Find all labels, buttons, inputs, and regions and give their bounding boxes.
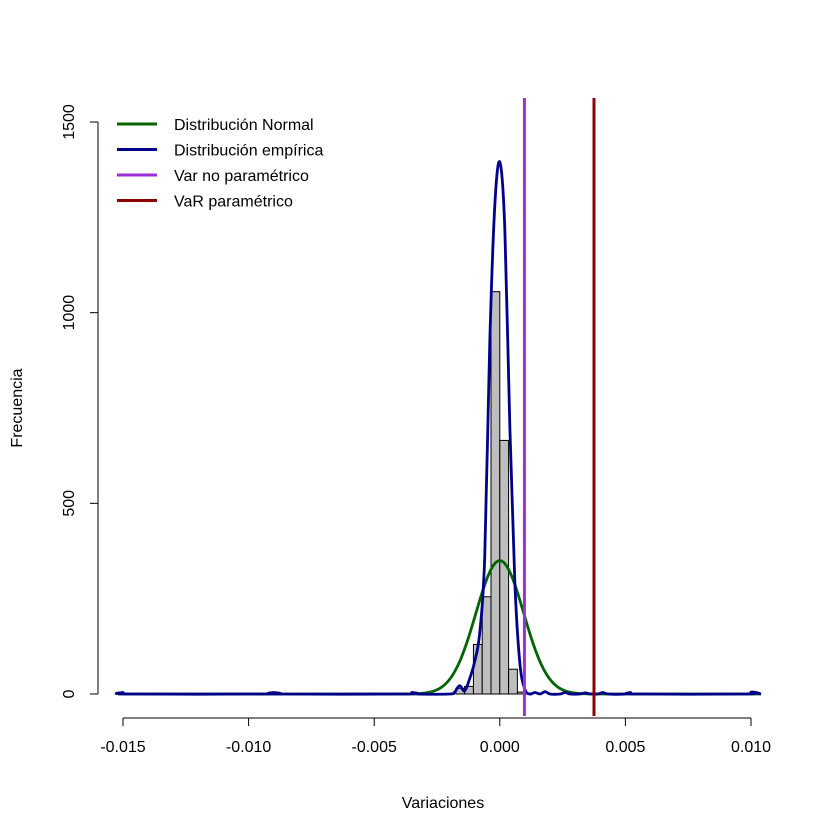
x-tick-label: -0.010 xyxy=(226,739,271,756)
legend: Distribución Normal Distribución empírica… xyxy=(117,117,323,211)
legend-label: Distribución Normal xyxy=(174,117,314,134)
x-tick-label: 0.010 xyxy=(731,739,771,756)
y-axis-label: Frecuencia xyxy=(9,368,26,447)
histogram-bar xyxy=(490,291,501,695)
x-tick-label: -0.005 xyxy=(352,739,397,756)
histogram-bar xyxy=(481,596,492,695)
x-tick-label: -0.015 xyxy=(100,739,145,756)
histogram-bars xyxy=(455,291,527,695)
var-lines xyxy=(522,98,596,716)
x-tick-label: 0.005 xyxy=(605,739,645,756)
y-axis: 0 500 1000 1500 xyxy=(61,104,99,698)
y-tick-label: 0 xyxy=(61,689,78,698)
x-tick-label: 0.000 xyxy=(480,739,520,756)
legend-label: Distribución empírica xyxy=(174,143,323,160)
x-axis: -0.015 -0.010 -0.005 0.000 0.005 0.010 xyxy=(100,717,771,756)
y-tick-label: 1500 xyxy=(61,104,78,140)
empirical-curve-line xyxy=(114,160,762,696)
x-axis-label: Variaciones xyxy=(402,795,484,812)
histogram-bar xyxy=(508,668,518,695)
legend-label: Var no paramétrico xyxy=(174,168,309,185)
legend-label: VaR paramétrico xyxy=(174,194,293,211)
normal-curve-line xyxy=(117,559,762,696)
y-tick-label: 1000 xyxy=(61,295,78,331)
y-tick-label: 500 xyxy=(61,490,78,517)
